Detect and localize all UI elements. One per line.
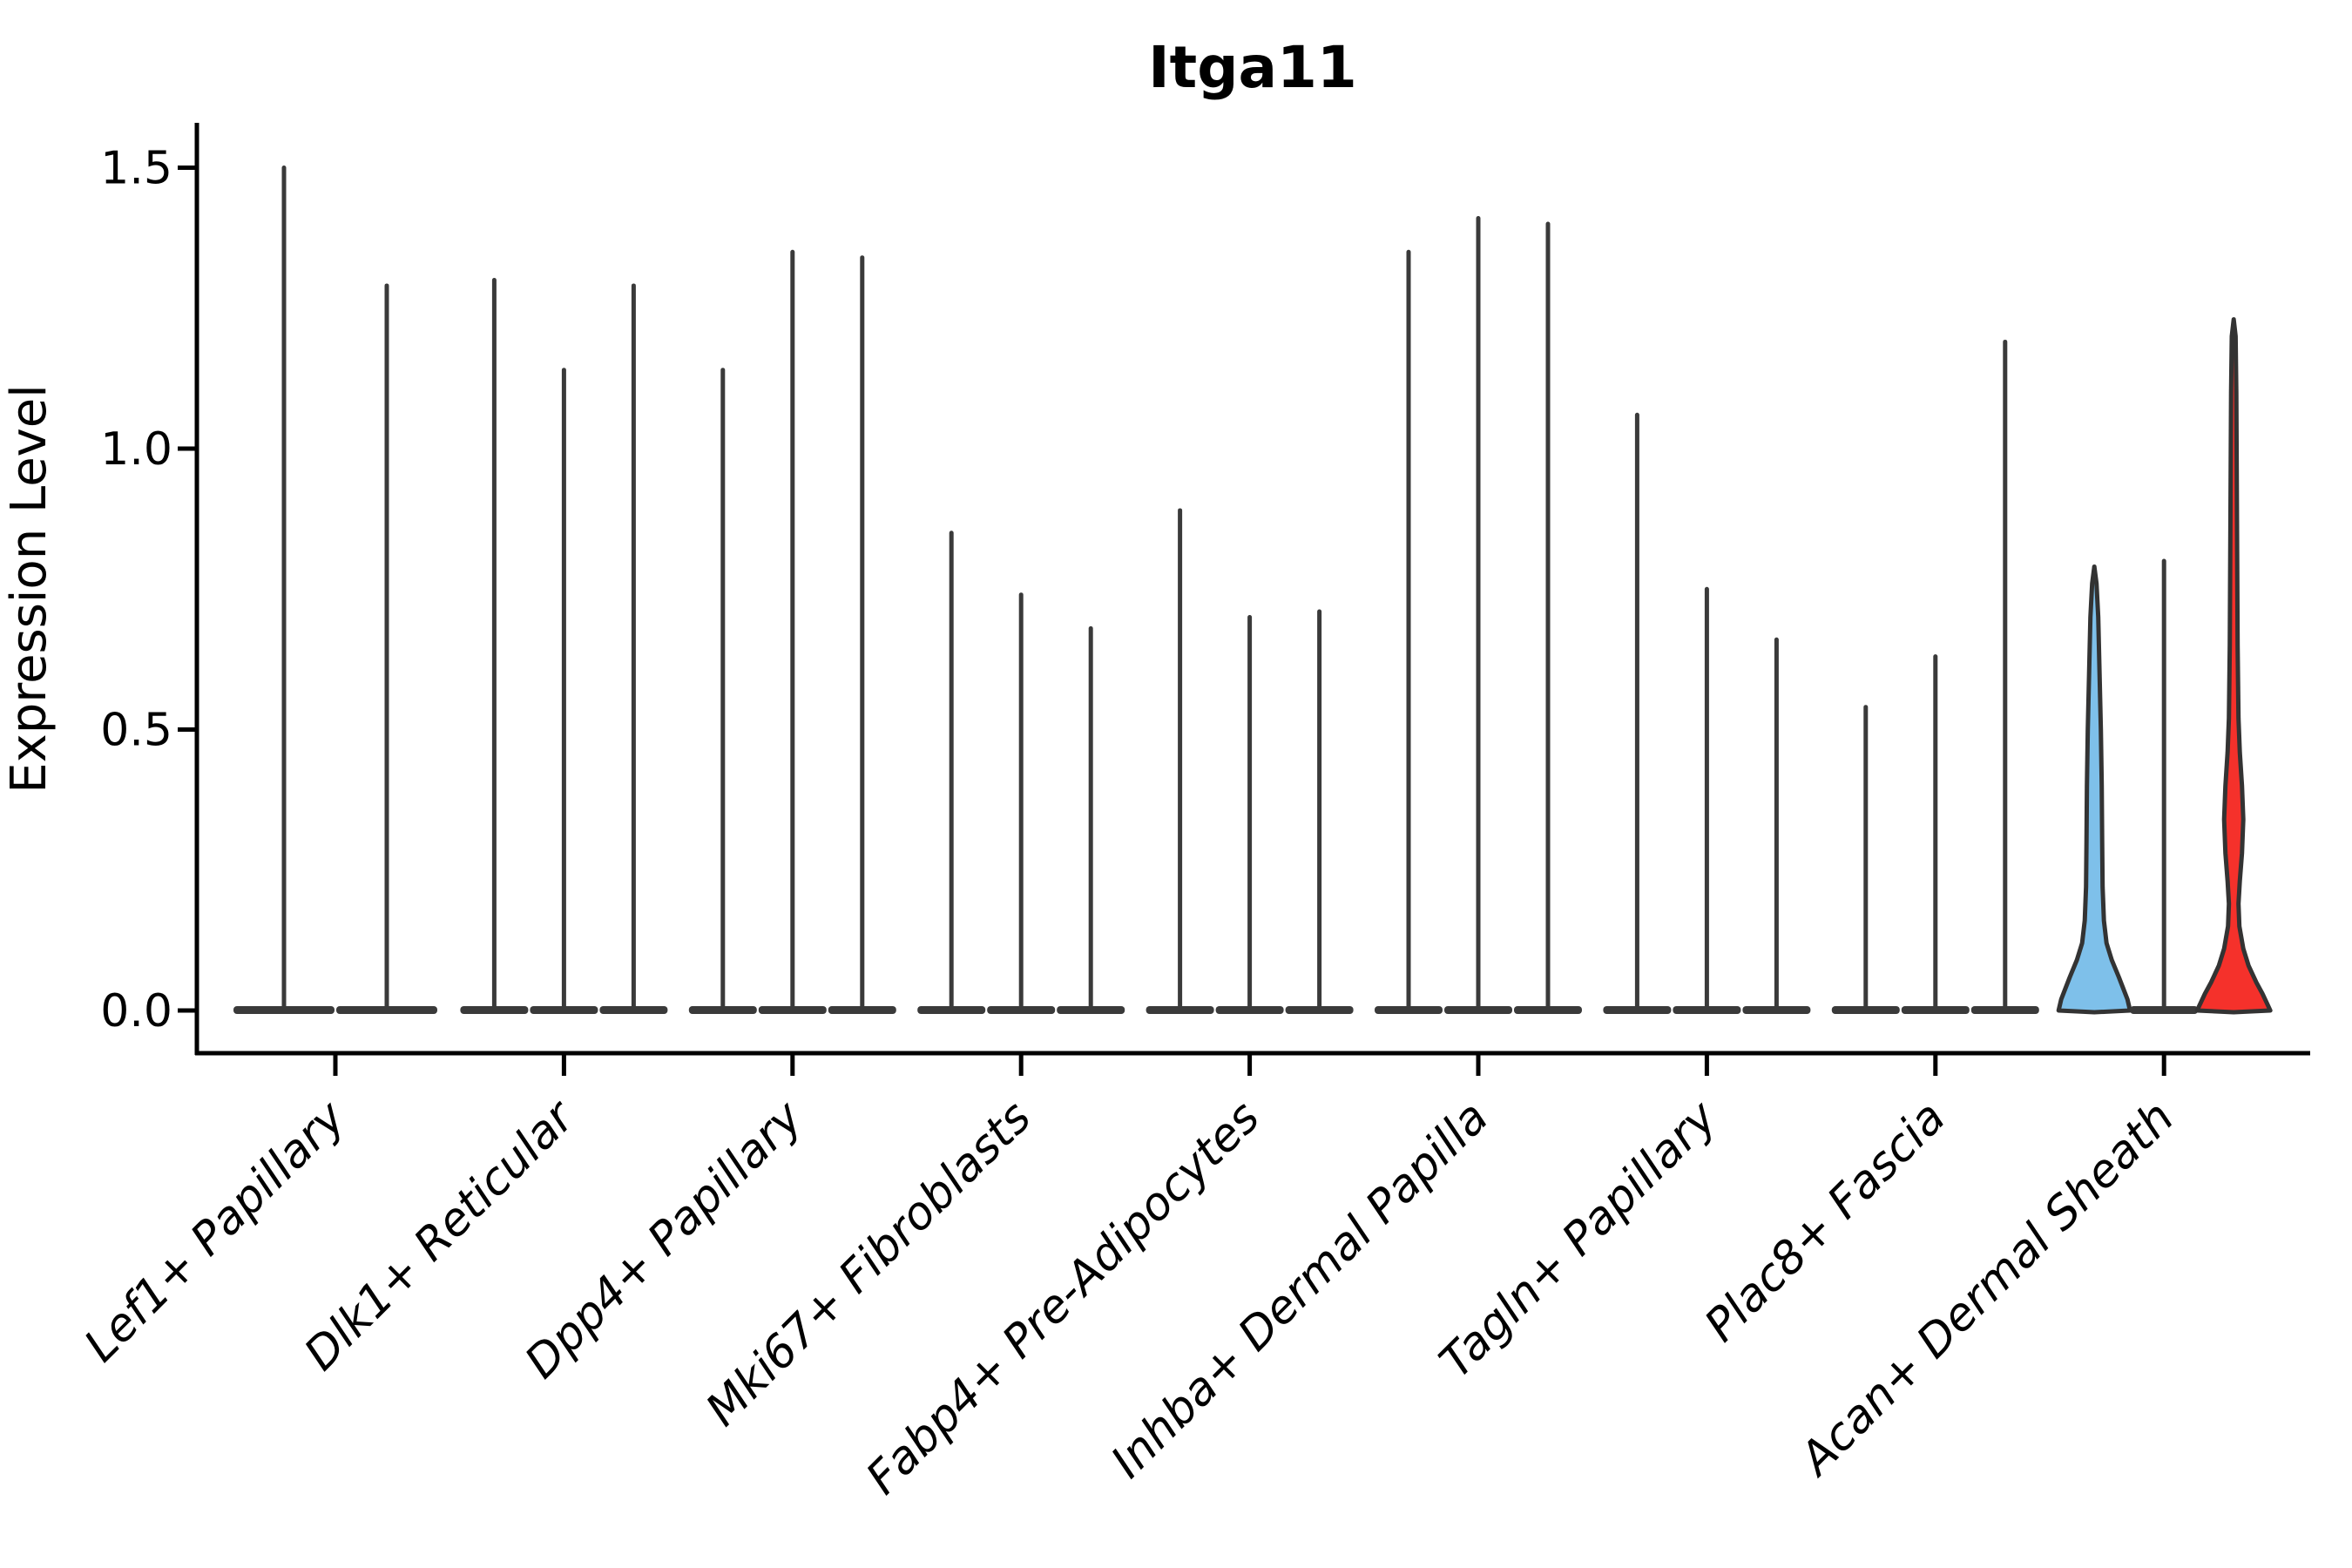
x-tick-label: Acan+ Dermal Sheath xyxy=(1788,1092,2184,1487)
violin-shape xyxy=(2056,564,2132,1015)
y-tick-label: 0.0 xyxy=(100,985,172,1037)
x-tick-label: Inhba+ Dermal Papilla xyxy=(1101,1092,1498,1489)
y-tick-label: 1.0 xyxy=(100,423,172,476)
y-tick-label: 0.5 xyxy=(100,705,172,757)
x-tick-label: Plac8+ Fascia xyxy=(1695,1092,1956,1352)
y-tick-label: 1.5 xyxy=(100,143,172,195)
violin-series xyxy=(233,166,2273,1015)
x-tick-label: Fabp4+ Pre-Adipocytes xyxy=(856,1092,1270,1505)
violin-shape xyxy=(2194,317,2273,1015)
chart-title: Itga11 xyxy=(1148,34,1357,101)
y-axis-label: Expression Level xyxy=(1,384,57,794)
